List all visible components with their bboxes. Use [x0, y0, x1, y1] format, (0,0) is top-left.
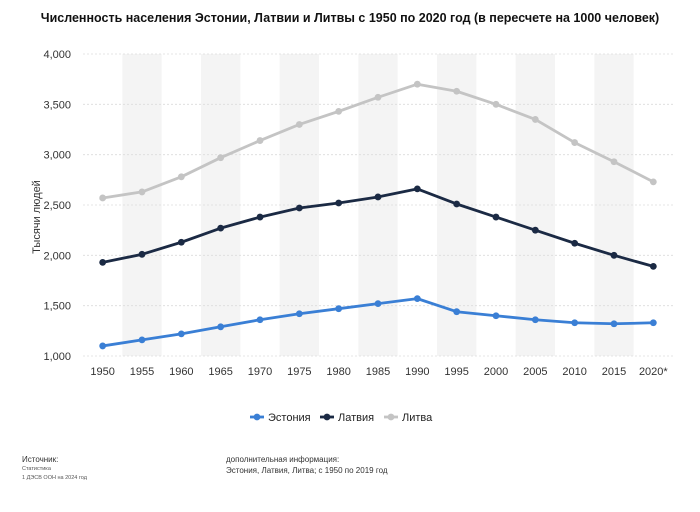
additional-info-block: дополнительная информация: Эстония, Латв…	[226, 454, 388, 476]
data-point	[138, 188, 146, 196]
data-point	[295, 121, 303, 128]
data-point	[256, 137, 264, 144]
additional-info-title: дополнительная информация:	[226, 455, 340, 464]
x-axis: 1950 1955 1960 1965 1970 1975 1980 1985 1990 1995…	[90, 366, 668, 378]
data-point	[295, 204, 303, 212]
legend-swatch-dot	[387, 413, 395, 421]
data-point	[453, 308, 461, 316]
data-point	[138, 250, 146, 258]
legend-label: Литва	[402, 412, 433, 424]
legend-label: Эстония	[268, 412, 311, 424]
y-tick-label: 1,500	[43, 301, 71, 313]
data-point	[649, 319, 657, 327]
x-tick-label: 1960	[169, 366, 193, 378]
data-point	[413, 80, 421, 88]
series-1	[99, 185, 657, 270]
y-tick-label: 2,500	[43, 200, 71, 212]
x-tick-label: 1980	[326, 366, 350, 378]
legend-item[interactable]: Латвия	[320, 412, 374, 424]
data-point	[335, 107, 343, 115]
y-axis: 1,000 1,500 2,000 2,500 3,000 3,500 4,000	[43, 49, 71, 363]
data-point	[335, 305, 343, 313]
data-point	[571, 239, 579, 247]
x-tick-label: 2010	[562, 366, 586, 378]
data-point	[453, 87, 461, 95]
data-point	[531, 226, 539, 234]
data-point	[217, 224, 225, 232]
source-line-2: 1 ДЭСВ ООН на 2024 год	[22, 475, 87, 481]
series-2	[99, 80, 657, 202]
data-point	[610, 158, 618, 166]
source-title: Источник:	[22, 455, 59, 464]
x-tick-label: 1970	[248, 366, 272, 378]
data-point	[374, 93, 382, 101]
y-tick-label: 3,500	[43, 99, 71, 111]
data-point	[256, 316, 264, 324]
data-point	[374, 193, 382, 201]
y-tick-label: 1,000	[43, 351, 71, 363]
data-point	[217, 154, 225, 162]
data-point	[571, 139, 579, 146]
data-point	[99, 194, 107, 202]
x-tick-label: 2015	[602, 366, 626, 378]
additional-info-text: Эстония, Латвия, Литва; с 1950 по 2019 г…	[226, 466, 388, 475]
series-group	[99, 80, 657, 350]
data-point	[531, 116, 539, 123]
y-tick-label: 3,000	[43, 150, 71, 162]
data-point	[177, 173, 185, 181]
chart-title: Численность населения Эстонии, Латвии и …	[41, 11, 659, 25]
x-tick-label: 1985	[366, 366, 390, 378]
data-point	[99, 342, 107, 350]
source-block: Источник: Статистика 1 ДЭСВ ООН на 2024 …	[22, 454, 87, 483]
x-tick-label: 2020*	[639, 366, 668, 378]
data-point	[649, 263, 657, 270]
data-point	[256, 213, 264, 221]
x-tick-label: 1950	[90, 366, 114, 378]
data-point	[492, 100, 500, 108]
data-point	[610, 320, 618, 328]
x-tick-label: 2005	[523, 366, 547, 378]
data-point	[571, 319, 579, 327]
series-0	[99, 295, 657, 350]
y-tick-label: 4,000	[43, 49, 71, 61]
y-axis-label: Тысячи людей	[31, 180, 43, 254]
x-tick-label: 1990	[405, 366, 429, 378]
legend-item[interactable]: Эстония	[250, 412, 311, 424]
data-point	[492, 213, 500, 221]
data-point	[453, 200, 461, 208]
legend-swatch-dot	[253, 413, 261, 421]
legend: Эстония Латвия Литва	[250, 412, 433, 424]
x-tick-label: 1955	[130, 366, 154, 378]
data-point	[649, 178, 657, 186]
legend-swatch-dot	[323, 413, 331, 421]
data-point	[138, 336, 146, 344]
y-tick-label: 2,000	[43, 250, 71, 262]
data-point	[413, 295, 421, 303]
data-point	[295, 310, 303, 318]
legend-item[interactable]: Литва	[384, 412, 433, 424]
data-point	[217, 323, 225, 331]
data-point	[374, 300, 382, 308]
data-point	[335, 199, 343, 207]
data-point	[492, 312, 500, 320]
data-point	[177, 330, 185, 338]
x-tick-label: 1995	[444, 366, 468, 378]
data-point	[413, 185, 421, 193]
legend-label: Латвия	[338, 412, 374, 424]
data-point	[610, 251, 618, 259]
data-point	[177, 238, 185, 246]
data-point	[531, 316, 539, 324]
data-point	[99, 258, 107, 266]
x-tick-label: 1975	[287, 366, 311, 378]
source-line-1: Статистика	[22, 466, 51, 472]
x-tick-label: 1965	[208, 366, 232, 378]
x-tick-label: 2000	[484, 366, 508, 378]
